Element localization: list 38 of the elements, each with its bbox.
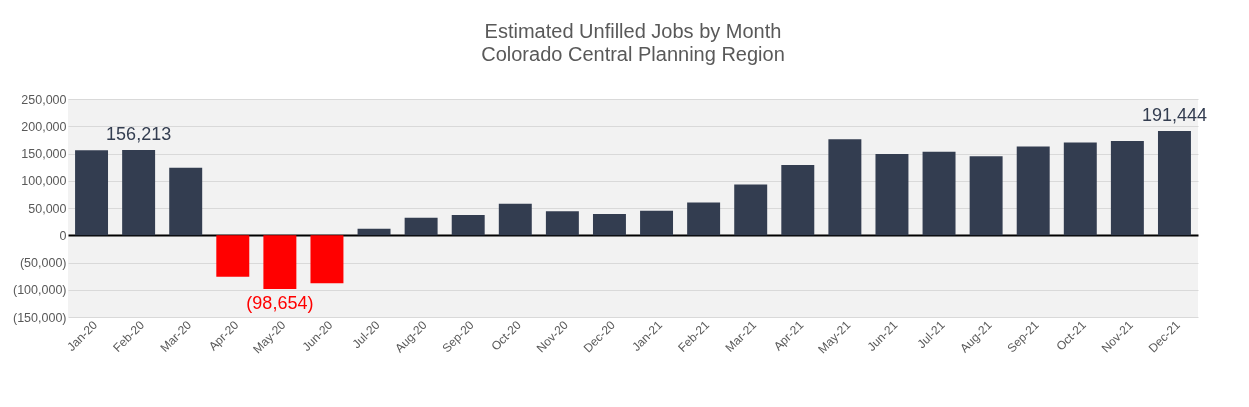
bar xyxy=(1157,130,1191,236)
chart-title: Estimated Unfilled Jobs by Month xyxy=(484,20,782,42)
bar xyxy=(75,150,109,236)
bar xyxy=(169,167,203,236)
bar xyxy=(216,235,250,277)
bar xyxy=(687,202,721,236)
data-label: 156,213 xyxy=(106,124,172,145)
bar xyxy=(498,203,532,236)
bar xyxy=(969,156,1003,236)
y-tick-label: 250,000 xyxy=(21,92,67,107)
y-tick-label: 200,000 xyxy=(21,119,67,134)
bar xyxy=(734,184,768,236)
bar xyxy=(1063,142,1097,236)
bar xyxy=(1110,140,1144,236)
y-tick-label: (150,000) xyxy=(12,310,67,325)
y-tick-label: 150,000 xyxy=(21,147,67,161)
y-tick-label: (100,000) xyxy=(12,283,67,298)
bar xyxy=(875,154,909,236)
bar xyxy=(357,228,391,236)
bar xyxy=(781,164,815,236)
data-label: (98,654) xyxy=(246,293,314,314)
bar xyxy=(545,211,579,236)
y-tick-label: 0 xyxy=(59,228,67,243)
bar xyxy=(310,235,344,284)
bar xyxy=(640,210,674,236)
y-tick-label: 100,000 xyxy=(21,174,67,189)
bar xyxy=(263,235,297,290)
bar xyxy=(922,151,956,236)
chart-subtitle: Colorado Central Planning Region xyxy=(481,43,785,65)
data-label: 191,444 xyxy=(1141,104,1207,125)
y-tick-label: 50,000 xyxy=(28,201,67,216)
bar xyxy=(404,217,438,236)
y-tick-label: (50,000) xyxy=(19,256,67,270)
bar xyxy=(1016,146,1050,236)
bar xyxy=(592,214,626,236)
bar xyxy=(122,150,156,236)
bar xyxy=(828,139,862,236)
bar xyxy=(451,215,485,236)
